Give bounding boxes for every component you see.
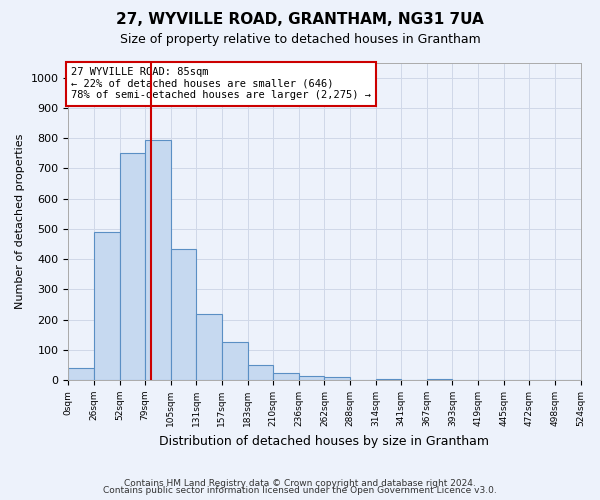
Bar <box>171 248 196 380</box>
Bar <box>119 153 145 380</box>
Bar <box>427 378 452 380</box>
Bar <box>273 372 299 380</box>
Bar <box>222 342 248 380</box>
Bar <box>376 378 401 380</box>
Bar <box>325 377 350 380</box>
Text: Contains public sector information licensed under the Open Government Licence v3: Contains public sector information licen… <box>103 486 497 495</box>
Bar <box>248 365 273 380</box>
Bar <box>145 140 171 380</box>
X-axis label: Distribution of detached houses by size in Grantham: Distribution of detached houses by size … <box>160 434 490 448</box>
Y-axis label: Number of detached properties: Number of detached properties <box>15 134 25 309</box>
Text: 27 WYVILLE ROAD: 85sqm
← 22% of detached houses are smaller (646)
78% of semi-de: 27 WYVILLE ROAD: 85sqm ← 22% of detached… <box>71 68 371 100</box>
Text: Contains HM Land Registry data © Crown copyright and database right 2024.: Contains HM Land Registry data © Crown c… <box>124 478 476 488</box>
Bar <box>94 232 119 380</box>
Text: 27, WYVILLE ROAD, GRANTHAM, NG31 7UA: 27, WYVILLE ROAD, GRANTHAM, NG31 7UA <box>116 12 484 28</box>
Text: Size of property relative to detached houses in Grantham: Size of property relative to detached ho… <box>119 32 481 46</box>
Bar <box>68 368 94 380</box>
Bar <box>196 314 222 380</box>
Bar <box>299 376 325 380</box>
